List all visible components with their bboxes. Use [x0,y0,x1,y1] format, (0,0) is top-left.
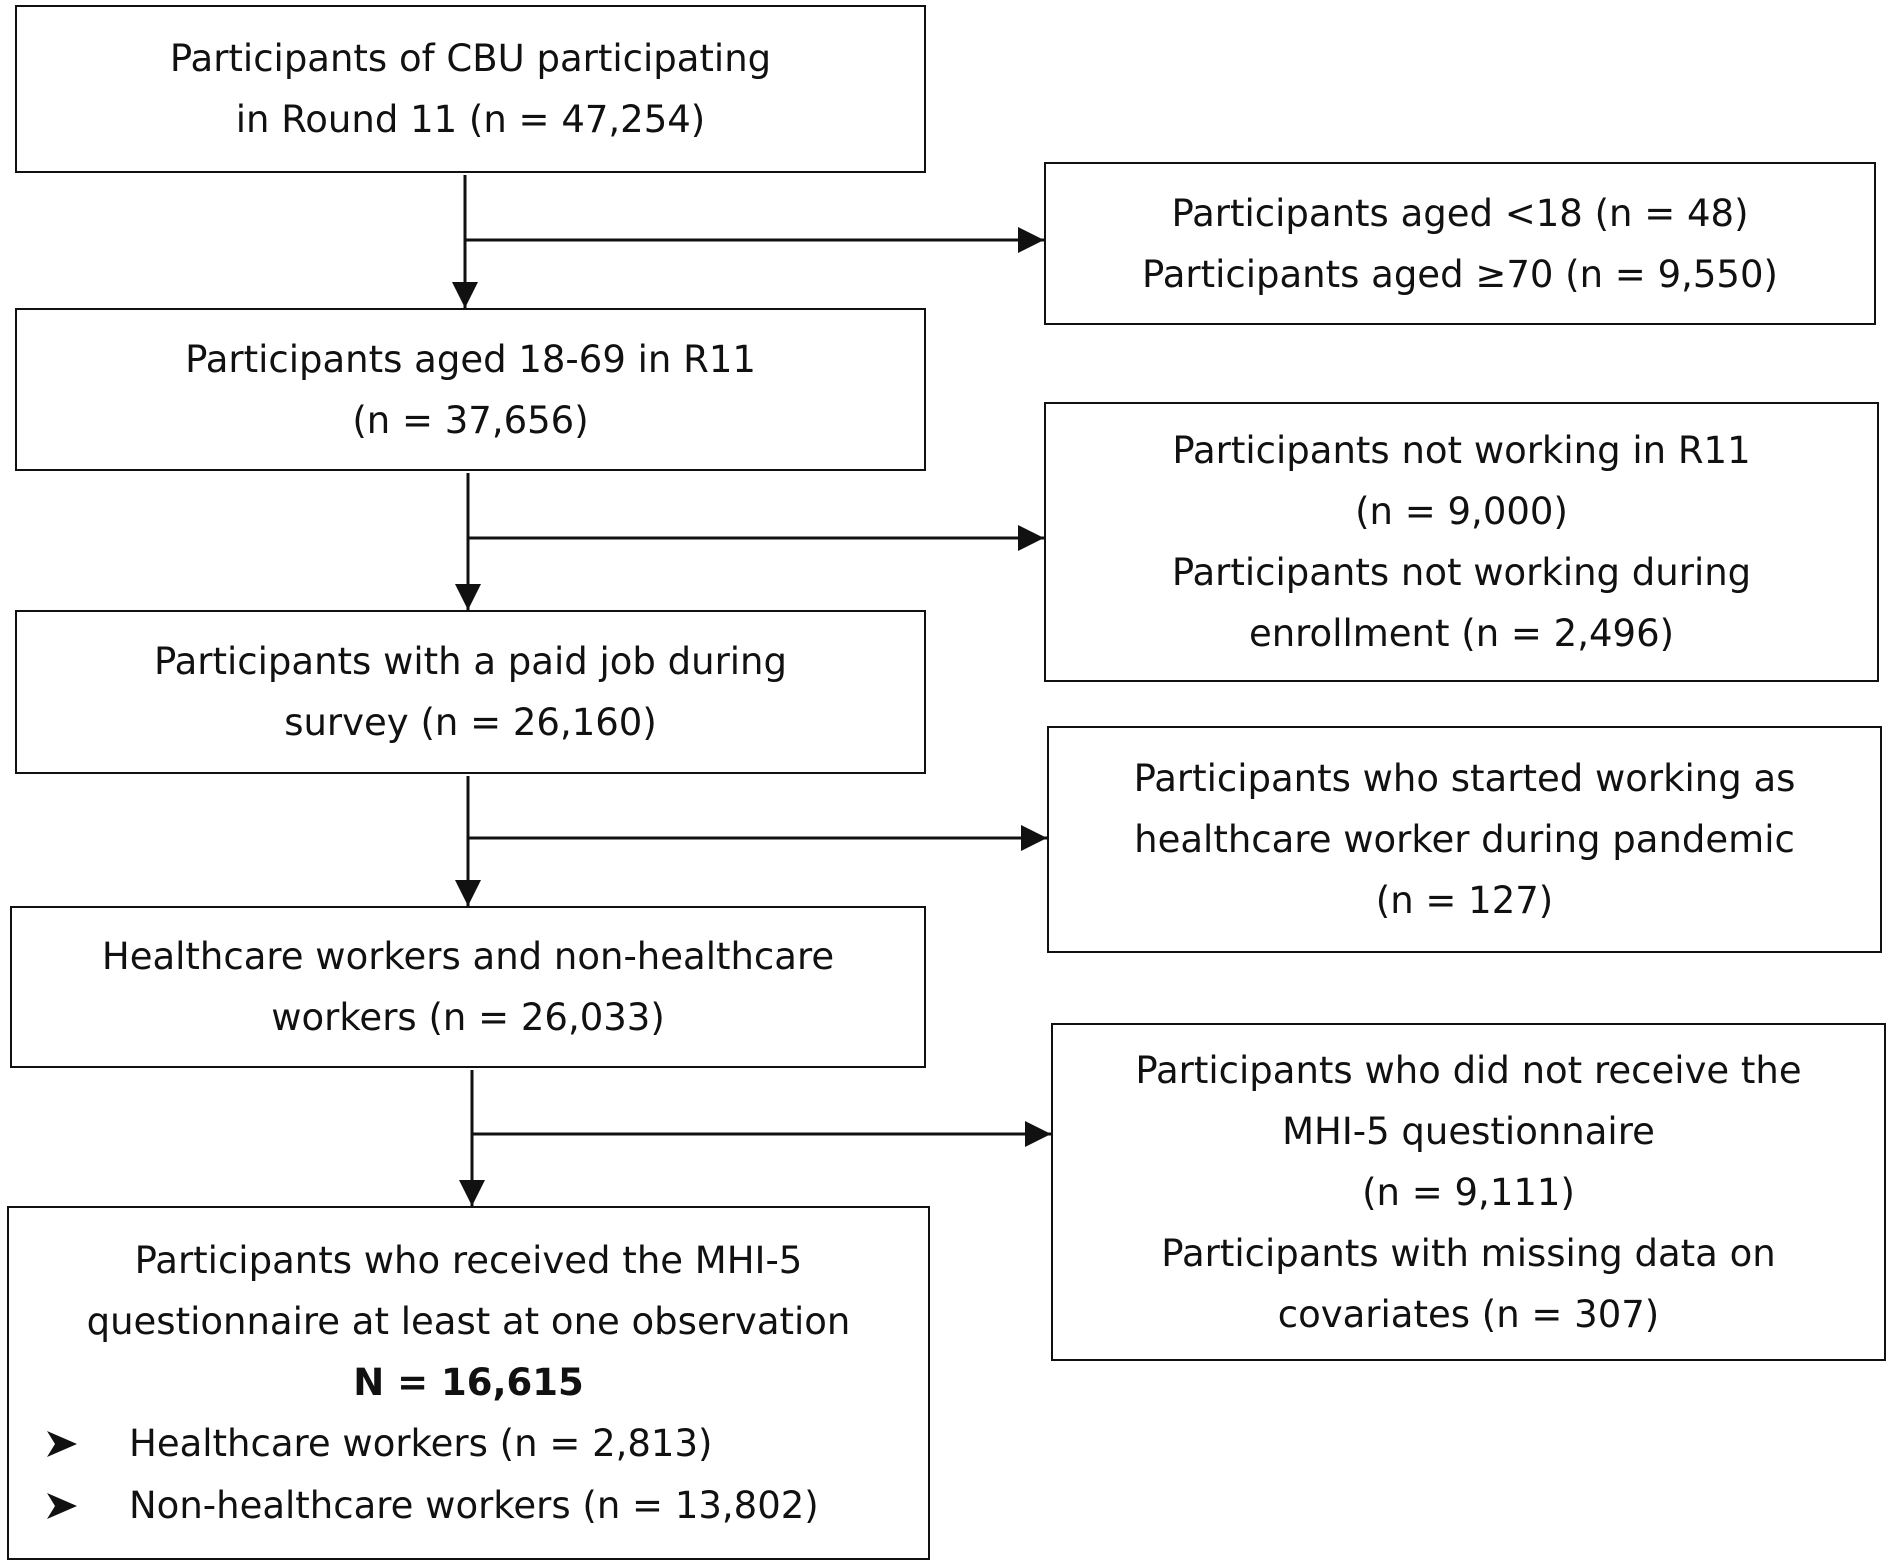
exclusion-box-3-line-2: healthcare worker during pandemic [1134,818,1795,861]
exclusion-box-3-line-3: (n = 127) [1375,879,1554,922]
main-box-1-line-2: in Round 11 (n = 47,254) [235,98,706,141]
exclusion-box-1-line-1: Participants aged <18 (n = 48) [1171,191,1749,235]
exclusion-box-4-line-3: (n = 9,111) [1362,1170,1575,1214]
exclusion-box-4-line-2: MHI-5 questionnaire [1282,1109,1655,1153]
main-box-2-line-1: Participants aged 18-69 in R11 [185,337,756,381]
final-sample-line-1: Participants who received the MHI-5 [134,1238,803,1282]
exclusion-box-2-line-3: Participants not working during [1171,551,1752,594]
exclusion-box-1-line-2: Participants aged ≥70 (n = 9,550) [1142,252,1778,296]
arrowhead-bullet-icon [45,1429,129,1459]
exclusion-box-4-line-5: covariates (n = 307) [1277,1292,1660,1336]
exclusion-box-1: Participants aged <18 (n = 48) Participa… [1044,162,1876,325]
bullet-non-healthcare-workers: Non-healthcare workers (n = 13,802) [45,1475,819,1537]
main-box-2-line-2: (n = 37,656) [352,398,589,442]
main-box-1: Participants of CBU participating in Rou… [15,5,926,173]
main-box-3-line-1: Participants with a paid job during [153,640,787,683]
main-box-1-line-1: Participants of CBU participating [169,37,772,80]
bullet-non-healthcare-workers-text: Non-healthcare workers (n = 13,802) [129,1483,819,1527]
exclusion-box-4: Participants who did not receive the MHI… [1051,1023,1886,1361]
main-box-4-line-1: Healthcare workers and non-healthcare [101,935,835,978]
exclusion-box-3: Participants who started working as heal… [1047,726,1882,953]
exclusion-box-3-line-1: Participants who started working as [1133,757,1796,800]
exclusion-box-4-line-4: Participants with missing data on [1161,1231,1776,1275]
exclusion-box-2-line-2: (n = 9,000) [1355,490,1568,533]
final-sample-line-2: questionnaire at least at one observatio… [86,1299,851,1343]
bullet-healthcare-workers: Healthcare workers (n = 2,813) [45,1413,819,1475]
main-box-4: Healthcare workers and non-healthcare wo… [10,906,926,1068]
arrowhead-bullet-icon [45,1491,129,1521]
final-sample-total: N = 16,615 [353,1360,584,1404]
bullet-healthcare-workers-text: Healthcare workers (n = 2,813) [129,1421,713,1465]
final-sample-box: Participants who received the MHI-5 ques… [7,1206,930,1560]
exclusion-box-2-line-1: Participants not working in R11 [1172,429,1751,472]
main-box-2: Participants aged 18-69 in R11 (n = 37,6… [15,308,926,471]
main-box-3: Participants with a paid job during surv… [15,610,926,774]
main-box-4-line-2: workers (n = 26,033) [271,996,665,1039]
exclusion-box-2: Participants not working in R11 (n = 9,0… [1044,402,1879,682]
exclusion-box-2-line-4: enrollment (n = 2,496) [1248,612,1675,655]
final-sample-bullets: Healthcare workers (n = 2,813) Non-healt… [45,1413,819,1537]
exclusion-box-4-line-1: Participants who did not receive the [1135,1048,1802,1092]
main-box-3-line-2: survey (n = 26,160) [284,701,657,744]
